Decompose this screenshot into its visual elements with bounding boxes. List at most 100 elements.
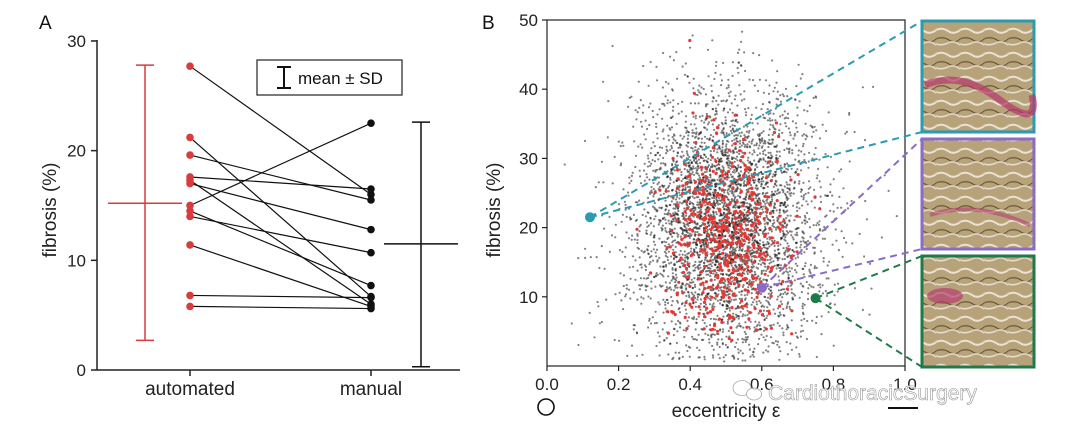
cloud-point [666,175,669,178]
cloud-point [636,269,639,272]
cloud-point [706,183,709,186]
cloud-point [793,180,797,183]
red-point [715,240,719,244]
red-point [733,113,737,117]
cloud-point [787,244,790,248]
red-point [705,306,709,310]
cloud-point [671,141,675,144]
watermark: CardiothoracicSurgery [732,380,978,405]
red-point [708,215,712,219]
cloud-point [706,228,709,231]
red-point [769,179,773,183]
cloud-point [691,202,694,205]
red-point [725,263,729,267]
cloud-point [802,198,805,201]
cloud-point [779,294,782,297]
cloud-point [751,266,754,269]
cloud-point [670,144,673,148]
cloud-point [668,203,671,206]
cloud-point [779,264,783,267]
cloud-point [667,243,670,246]
cloud-point [808,226,812,229]
red-point [764,206,768,210]
cloud-point [739,166,742,169]
cloud-point [685,344,688,347]
cloud-point [692,316,696,319]
red-point [768,203,772,207]
cloud-point [706,137,709,140]
cloud-point [669,128,672,131]
cloud-point [779,350,782,353]
cloud-point [731,74,734,77]
red-point [684,266,689,271]
cloud-point [658,303,661,306]
cloud-point [618,339,621,342]
red-point [693,180,698,184]
red-point [668,245,672,249]
cloud-point [826,194,829,197]
cloud-point [692,150,695,153]
red-point [731,316,736,320]
cloud-point [775,150,779,153]
cloud-point [688,232,692,235]
cloud-point [639,284,642,287]
cloud-point [728,95,731,98]
cloud-point [675,241,678,244]
cloud-point [662,162,665,165]
cloud-point [722,229,726,232]
cloud-point [764,79,768,82]
cloud-point [713,144,716,147]
cloud-point [739,170,743,173]
cloud-point [689,168,692,171]
cloud-point [733,190,736,193]
cloud-point [734,247,737,250]
cloud-point [758,239,762,242]
cloud-point [712,289,715,292]
cloud-point [755,106,758,109]
cloud-point [671,267,674,270]
cloud-point [699,154,702,157]
cloud-point [630,238,633,241]
red-point [740,305,744,309]
cloud-point [756,89,760,93]
cloud-point [642,297,645,300]
cloud-point [608,215,611,218]
cloud-point [644,268,648,272]
cloud-point [784,87,788,90]
cloud-point [652,195,655,198]
cloud-point [748,325,751,329]
cloud-point [711,108,714,111]
cloud-point [781,296,784,299]
cloud-point [738,219,741,222]
cloud-point [736,155,739,158]
cloud-point [840,230,843,233]
red-point [719,229,724,233]
cloud-point [671,244,674,247]
cloud-point [764,265,767,268]
cloud-point [813,251,816,254]
cloud-point [658,341,661,344]
cloud-point [756,242,759,245]
cloud-point [693,294,696,297]
cloud-point [686,185,690,189]
cloud-point [736,134,740,137]
cloud-point [620,220,623,223]
cloud-point [663,240,666,243]
cloud-point [824,153,827,156]
cloud-point [606,136,609,139]
cloud-point [746,202,749,205]
cloud-point [777,263,780,267]
a-pair-line [189,210,372,287]
cloud-point [779,230,782,233]
cloud-point [760,333,763,336]
cloud-point [706,260,709,263]
cloud-point [758,144,761,147]
cloud-point [721,330,725,333]
cloud-point [786,302,789,305]
cloud-point [733,138,736,141]
cloud-point [741,30,744,33]
cloud-point [721,146,724,149]
cloud-point [688,155,691,159]
